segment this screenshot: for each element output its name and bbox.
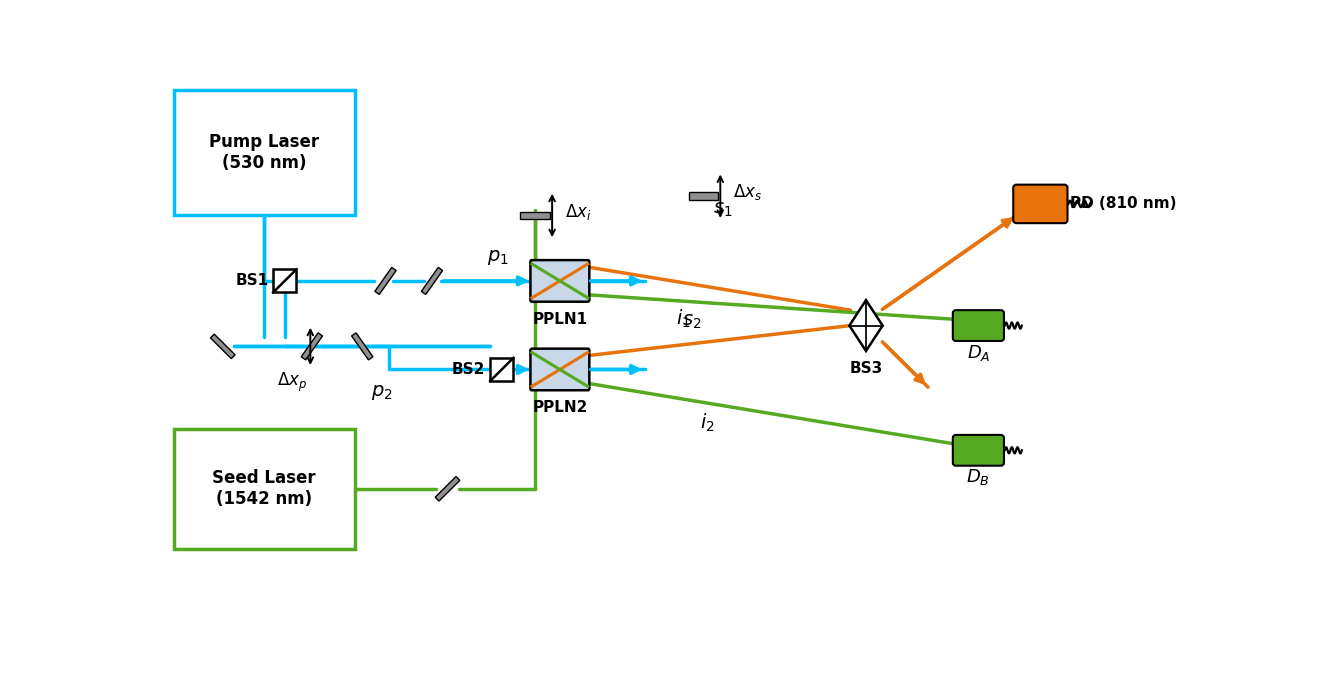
Text: $D_A$: $D_A$ (967, 342, 990, 363)
Text: PPLN1: PPLN1 (532, 312, 587, 327)
FancyBboxPatch shape (952, 435, 1004, 466)
Polygon shape (435, 477, 460, 501)
Text: BS3: BS3 (849, 361, 882, 376)
FancyBboxPatch shape (1013, 185, 1068, 223)
Text: PPLN2: PPLN2 (532, 400, 587, 416)
Text: $i_2$: $i_2$ (699, 411, 714, 434)
Text: Pump Laser
(530 nm): Pump Laser (530 nm) (209, 133, 319, 172)
Text: $\Delta x_i$: $\Delta x_i$ (565, 202, 591, 221)
Text: PD (810 nm): PD (810 nm) (1069, 196, 1176, 211)
Text: $i_1$: $i_1$ (677, 308, 691, 330)
Bar (174, 428, 354, 549)
Bar (174, 90, 354, 215)
FancyBboxPatch shape (531, 349, 589, 390)
Polygon shape (421, 268, 443, 295)
Polygon shape (352, 333, 373, 360)
Text: BS2: BS2 (452, 362, 486, 377)
Bar (273, 270, 296, 293)
Polygon shape (302, 333, 323, 360)
FancyBboxPatch shape (952, 310, 1004, 341)
Polygon shape (211, 334, 234, 359)
Text: $\Delta x_s$: $\Delta x_s$ (732, 183, 761, 202)
FancyBboxPatch shape (531, 260, 589, 301)
Bar (490, 358, 514, 381)
Polygon shape (375, 268, 396, 295)
Polygon shape (849, 300, 882, 351)
Text: $p_1$: $p_1$ (487, 248, 508, 267)
Text: $p_2$: $p_2$ (371, 382, 392, 401)
Text: Seed Laser
(1542 nm): Seed Laser (1542 nm) (212, 469, 316, 508)
Text: $D_B$: $D_B$ (967, 467, 990, 488)
Text: $\Delta x_p$: $\Delta x_p$ (278, 371, 308, 394)
Bar (689, 192, 718, 200)
Text: $s_1$: $s_1$ (712, 200, 732, 219)
Text: $s_2$: $s_2$ (682, 312, 702, 331)
Text: BS1: BS1 (236, 274, 269, 289)
Bar (520, 212, 549, 219)
